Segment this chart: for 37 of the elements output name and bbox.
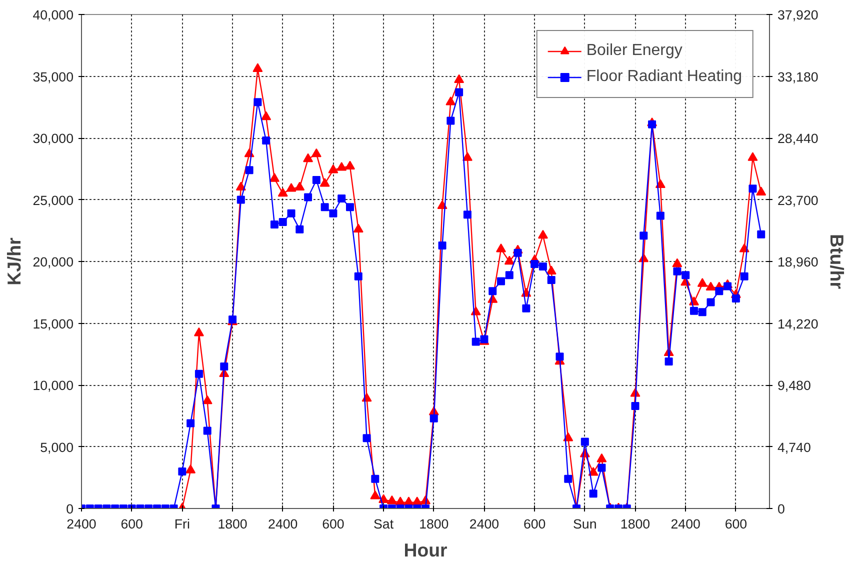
x-tick-label: 600 xyxy=(523,516,546,532)
y2-tick-label: 23,700 xyxy=(778,192,818,208)
y2-tick-label: 9,480 xyxy=(778,378,811,393)
x-tick-label: 1800 xyxy=(620,516,650,532)
y2-tick-label: 37,920 xyxy=(778,8,818,22)
x-tick-label: 600 xyxy=(120,516,143,532)
y-axis-title: KJ/hr xyxy=(4,238,25,286)
y-tick-label: 15,000 xyxy=(32,316,74,332)
y-tick-label: 35,000 xyxy=(32,69,74,84)
y2-tick-label: 28,440 xyxy=(778,131,818,146)
x-tick-label: 2400 xyxy=(670,516,700,532)
y2-tick-label: 33,180 xyxy=(778,69,818,84)
y2-tick-label: 4,740 xyxy=(778,440,811,455)
x-tick-label: 1800 xyxy=(419,516,449,532)
x-tick-label: 600 xyxy=(322,516,344,532)
y-tick-label: 20,000 xyxy=(32,254,74,270)
x-tick-label: 2400 xyxy=(469,516,500,532)
x-tick-label: Fri xyxy=(174,516,190,532)
y-tick-label: 5,000 xyxy=(40,440,74,455)
legend-label: Floor Radiant Heating xyxy=(586,68,742,86)
y-tick-label: 40,000 xyxy=(32,8,74,22)
x-tick-label: Sat xyxy=(374,516,394,532)
x-tick-label: 600 xyxy=(724,516,748,532)
y2-axis-title: Btu/hr xyxy=(826,234,848,289)
y2-tick-label: 14,220 xyxy=(778,316,818,332)
x-axis-title: Hour xyxy=(404,540,448,560)
y-tick-label: 10,000 xyxy=(32,378,74,393)
y-tick-label: 30,000 xyxy=(32,131,74,146)
y2-tick-label: 18,960 xyxy=(778,254,818,270)
y2-tick-label: 0 xyxy=(778,502,785,516)
y-tick-label: 25,000 xyxy=(32,192,74,208)
y-tick-label: 0 xyxy=(66,502,74,516)
x-tick-label: 2400 xyxy=(66,516,96,532)
x-tick-label: Sun xyxy=(573,516,597,532)
x-tick-label: 2400 xyxy=(268,516,298,532)
x-tick-label: 1800 xyxy=(218,516,248,532)
legend-label: Boiler Energy xyxy=(586,42,682,60)
